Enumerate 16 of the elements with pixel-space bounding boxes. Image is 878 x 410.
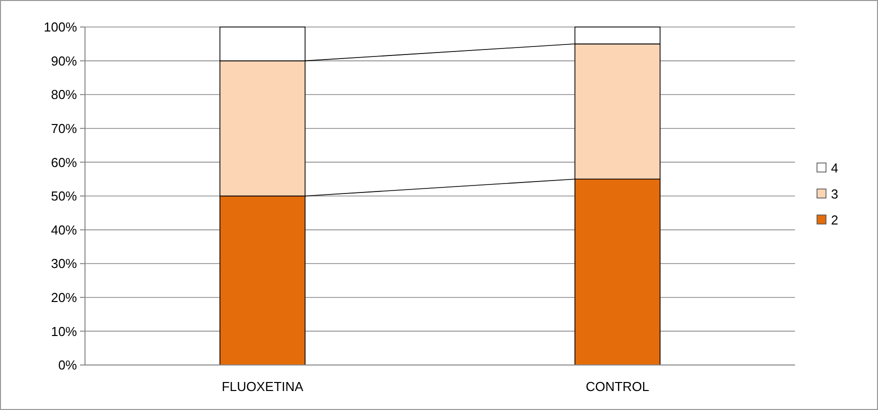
x-tick-label: FLUOXETINA bbox=[222, 379, 304, 394]
x-tick-label: CONTROL bbox=[586, 379, 650, 394]
y-tick-label: 0% bbox=[58, 358, 78, 373]
y-tick-label: 20% bbox=[50, 290, 78, 305]
y-tick-label: 60% bbox=[50, 154, 78, 170]
y-tick-label: 40% bbox=[50, 222, 78, 238]
y-tick-label: 10% bbox=[50, 324, 78, 339]
y-tick-label: 90% bbox=[50, 53, 78, 68]
text: 4 bbox=[831, 160, 838, 176]
legend-label: 3 bbox=[831, 186, 838, 202]
y-tick-label: 30% bbox=[50, 256, 78, 272]
y-tick-label: 70% bbox=[50, 120, 78, 136]
legend-label: 2 bbox=[831, 212, 838, 228]
y-tick-label: 100% bbox=[44, 20, 78, 35]
y-tick-label: 80% bbox=[50, 87, 78, 102]
y-tick-label: 50% bbox=[50, 188, 78, 204]
